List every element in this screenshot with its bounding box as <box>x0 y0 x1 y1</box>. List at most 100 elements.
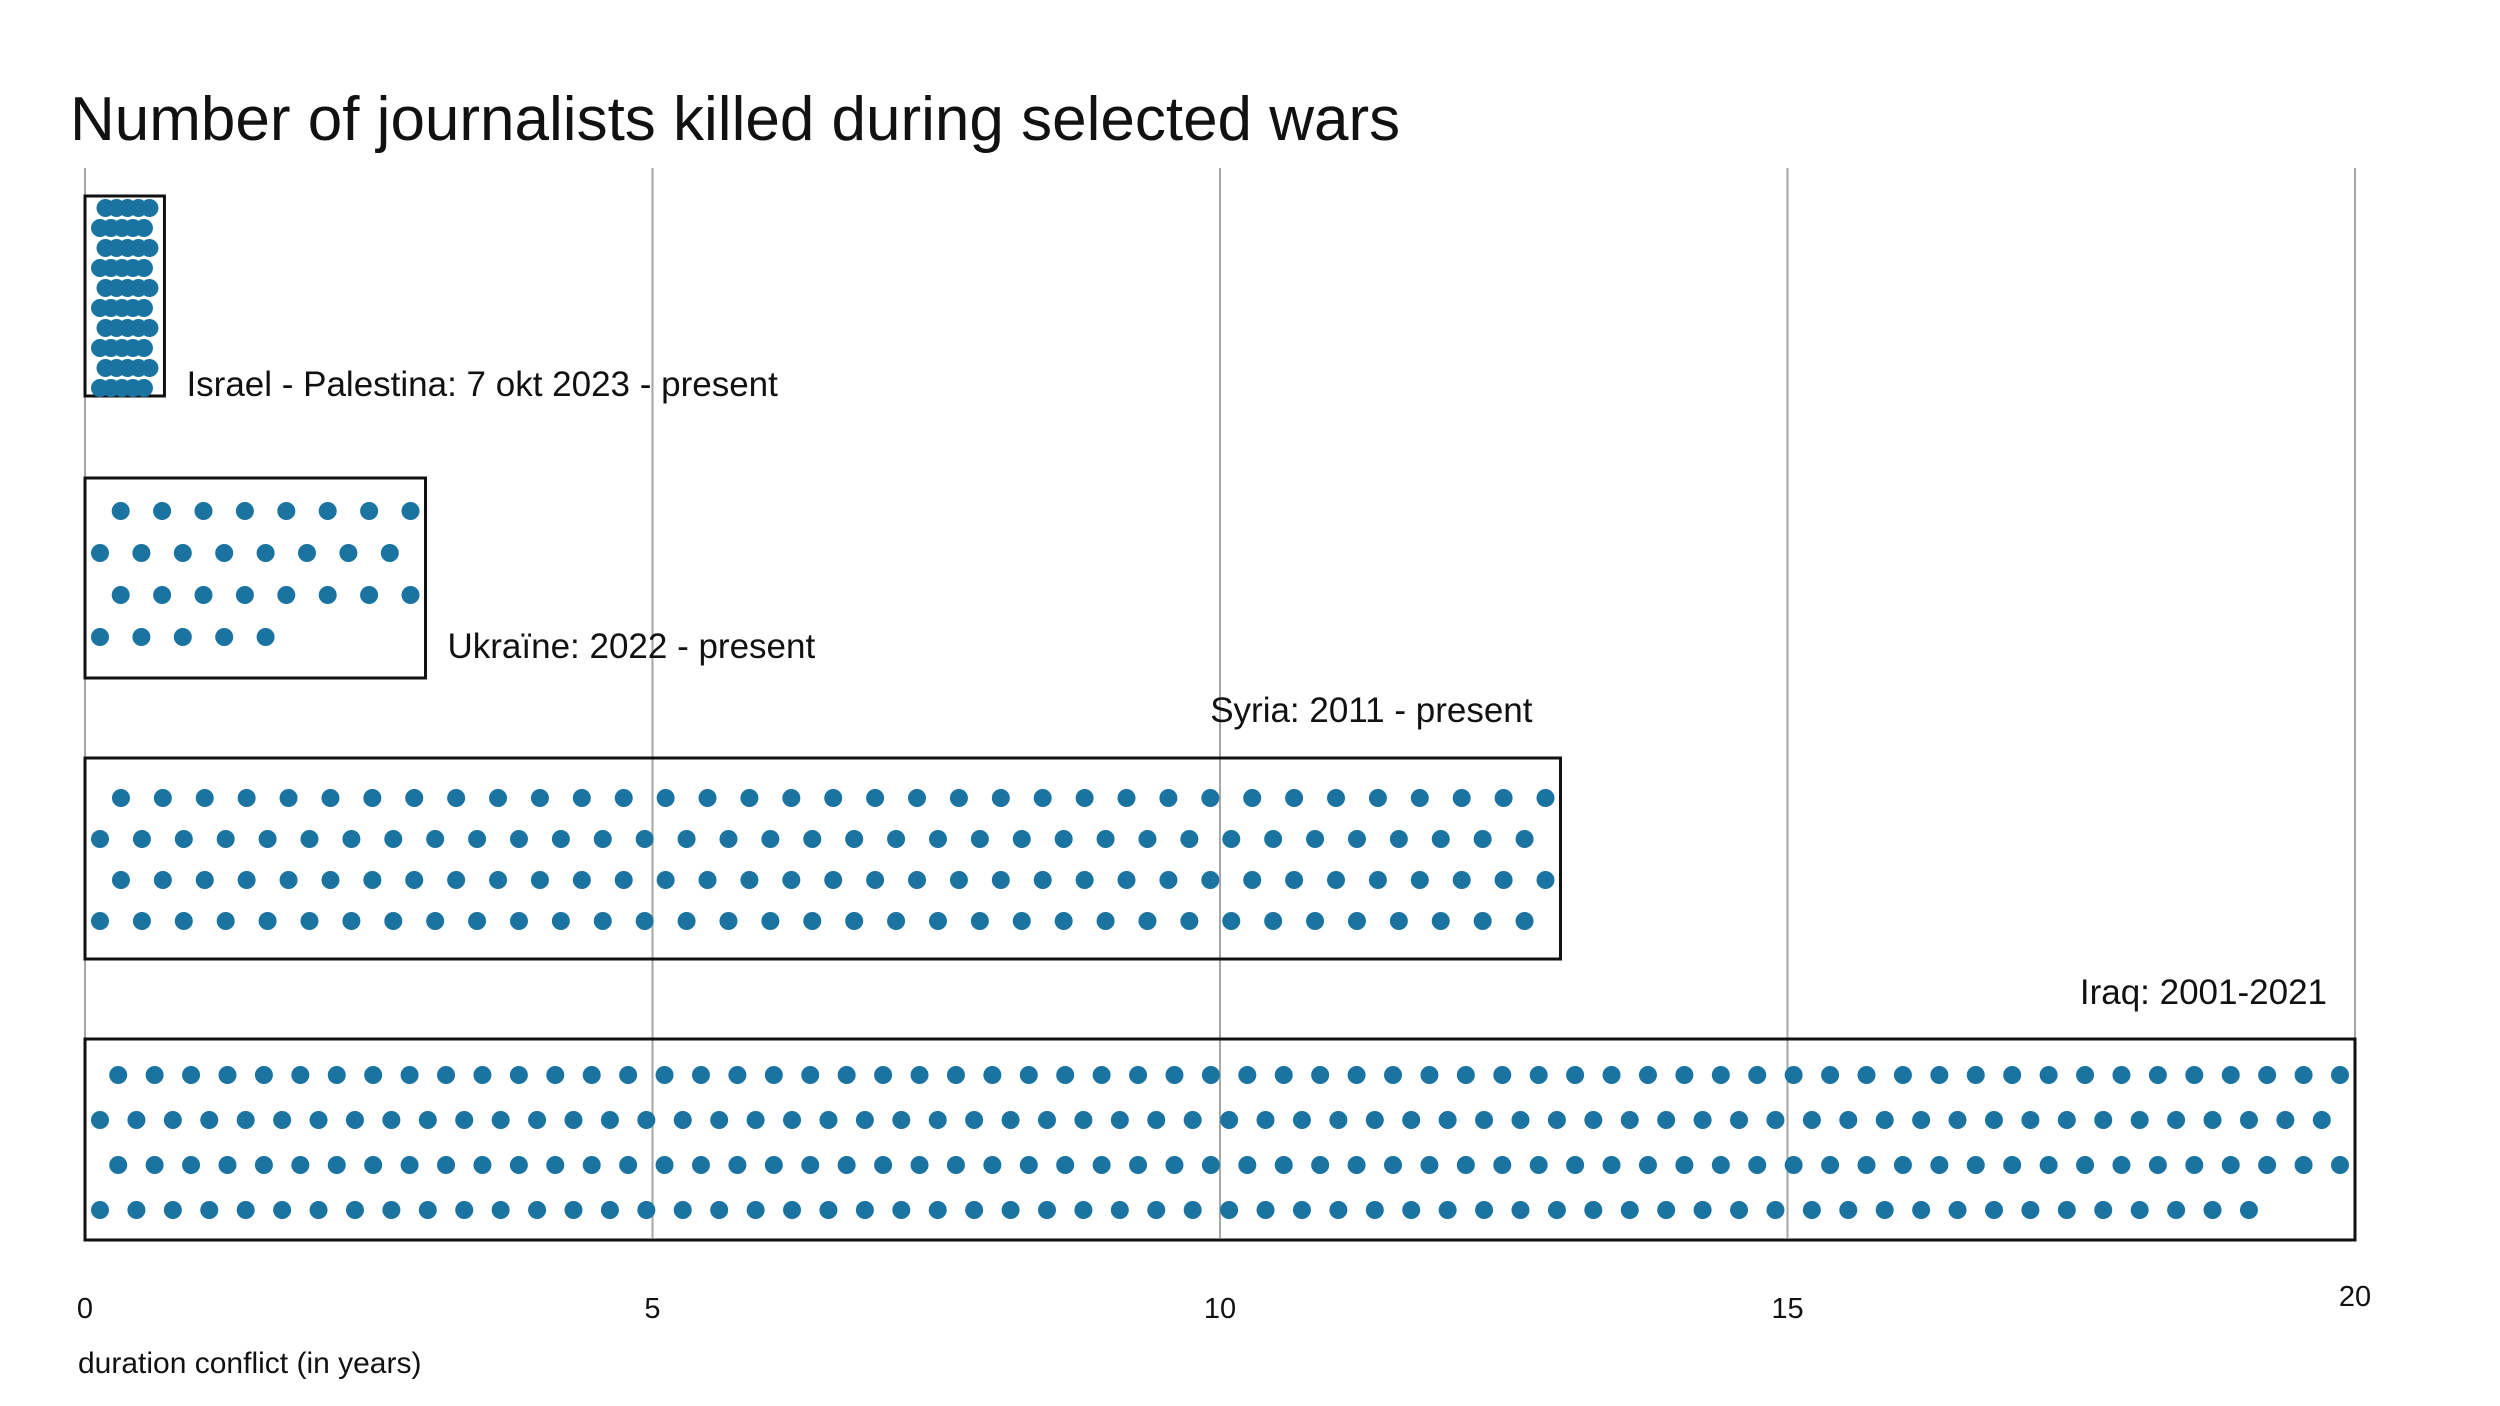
journalist-dot <box>1274 1156 1293 1174</box>
journalist-dot <box>2331 1066 2349 1084</box>
journalist-dot <box>1511 1111 1530 1129</box>
journalist-dot <box>1327 871 1346 889</box>
journalist-dot <box>1912 1201 1931 1219</box>
journalist-dot <box>153 789 172 807</box>
journalist-dot <box>1264 912 1283 930</box>
journalist-dot <box>2057 1111 2076 1129</box>
journalist-dot <box>1180 830 1199 848</box>
journalist-dot <box>1183 1201 1202 1219</box>
journalist-dot <box>1675 1066 1694 1084</box>
journalist-dot <box>236 1111 255 1129</box>
journalist-dot <box>1384 1156 1403 1174</box>
journalist-dot <box>1019 1066 1038 1084</box>
journalist-dot <box>1948 1111 1967 1129</box>
journalist-dot <box>2076 1066 2095 1084</box>
journalist-dot <box>254 1156 273 1174</box>
journalist-dot <box>1384 1066 1403 1084</box>
journalist-dot <box>132 544 151 562</box>
journalist-dot <box>1389 912 1408 930</box>
journalist-dot <box>1893 1156 1912 1174</box>
journalist-dot <box>824 871 843 889</box>
journalist-dot <box>235 586 254 604</box>
journalist-dot <box>593 912 612 930</box>
journalist-dot <box>677 912 696 930</box>
journalist-dot <box>195 789 214 807</box>
journalist-dot <box>1001 1201 1020 1219</box>
journalist-dot <box>140 359 159 377</box>
journalist-dot <box>637 1111 656 1129</box>
journalist-dot <box>1452 789 1471 807</box>
journalist-dot <box>1285 789 1304 807</box>
war-duration-box <box>83 756 1562 961</box>
journalist-dot <box>803 912 822 930</box>
x-tick-label: 15 <box>1771 1293 1803 1325</box>
journalist-dot <box>91 1201 109 1219</box>
journalist-dot <box>2167 1111 2186 1129</box>
journalist-dot <box>134 379 153 397</box>
journalist-dot <box>256 544 275 562</box>
journalist-dot <box>418 1111 437 1129</box>
journalist-dot <box>447 871 466 889</box>
journalist-dot <box>2239 1111 2258 1129</box>
journalist-dot <box>1966 1156 1985 1174</box>
journalist-dot <box>892 1201 911 1219</box>
journalist-dot <box>1912 1111 1931 1129</box>
journalist-dot <box>1054 830 1073 848</box>
journalist-dot <box>91 912 109 930</box>
journalist-dot <box>1365 1201 1384 1219</box>
journalist-dot <box>400 1156 419 1174</box>
journalist-dot <box>1037 1111 1056 1129</box>
journalist-dot <box>1602 1156 1621 1174</box>
journalist-dot <box>1711 1156 1730 1174</box>
journalist-dot <box>949 871 968 889</box>
journalist-dot <box>991 871 1010 889</box>
journalist-dot <box>1243 871 1262 889</box>
x-axis-label: duration conflict (in years) <box>78 1347 421 1380</box>
journalist-dot <box>384 912 403 930</box>
journalist-dot <box>2148 1066 2167 1084</box>
journalist-dot <box>819 1111 838 1129</box>
journalist-dot <box>489 871 508 889</box>
journalist-dot <box>637 1201 656 1219</box>
journalist-dot <box>2094 1201 2113 1219</box>
journalist-dot <box>1159 789 1178 807</box>
journalist-dot <box>298 544 316 562</box>
journalist-dot <box>364 1156 383 1174</box>
journalist-dot <box>1693 1201 1712 1219</box>
journalist-dot <box>382 1201 401 1219</box>
journalist-dot <box>928 912 947 930</box>
journalist-dot <box>1420 1156 1439 1174</box>
journalist-dot <box>1092 1156 1111 1174</box>
journalist-dot <box>1347 1156 1366 1174</box>
war-group: Israel - Palestina: 7 okt 2023 - present <box>83 194 778 404</box>
journalist-dot <box>1201 789 1220 807</box>
journalist-dot <box>258 912 277 930</box>
journalist-dot <box>564 1111 583 1129</box>
journalist-dot <box>1638 1066 1657 1084</box>
journalist-dot <box>1037 1201 1056 1219</box>
journalist-dot <box>1075 789 1094 807</box>
journalist-dot <box>1311 1066 1330 1084</box>
journalist-dot <box>140 199 159 217</box>
journalist-dot <box>528 1111 547 1129</box>
journalist-dot <box>405 871 424 889</box>
journalist-dot <box>546 1156 565 1174</box>
journalist-dot <box>363 871 382 889</box>
journalist-dot <box>127 1201 146 1219</box>
journalist-dot <box>468 912 487 930</box>
journalist-dot <box>321 789 340 807</box>
journalist-dot <box>614 871 633 889</box>
journalist-dot <box>892 1111 911 1129</box>
journalist-dot <box>153 586 172 604</box>
journalist-dot <box>509 912 528 930</box>
journalist-dot <box>2039 1066 2058 1084</box>
journalist-dot <box>279 871 298 889</box>
journalist-dot <box>910 1156 929 1174</box>
journalist-dot <box>803 830 822 848</box>
journalist-dot <box>173 544 192 562</box>
war-group: Ukraïne: 2022 - present <box>83 476 815 680</box>
journalist-dot <box>447 789 466 807</box>
journalist-dot <box>2057 1201 2076 1219</box>
journalist-dot <box>174 912 193 930</box>
journalist-dot <box>530 871 549 889</box>
